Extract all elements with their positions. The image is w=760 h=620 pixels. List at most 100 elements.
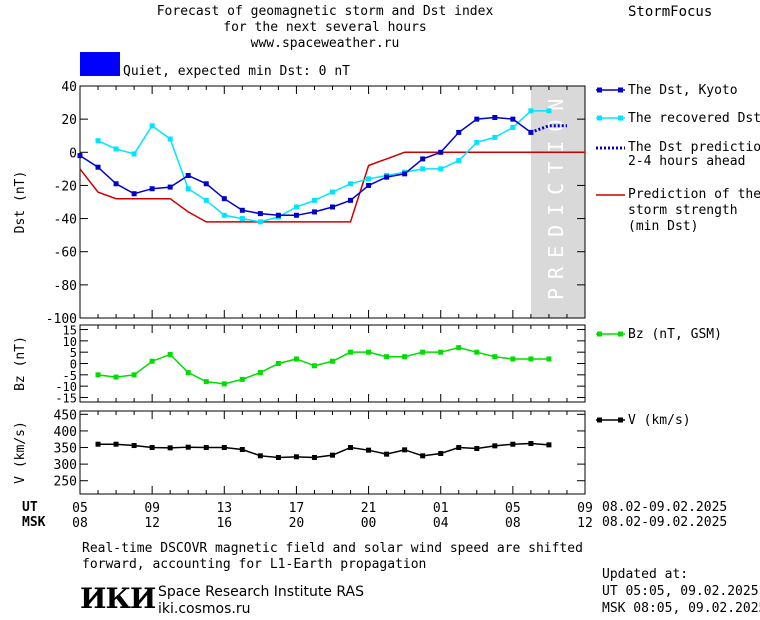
msk-date-range: 08.02-09.02.2025 xyxy=(602,515,728,530)
recovered-dst-point xyxy=(474,139,480,145)
v-point xyxy=(546,442,552,448)
bz-point xyxy=(384,354,390,360)
v-point xyxy=(167,445,173,451)
updated-ut: UT 05:05, 09.02.2025 xyxy=(602,584,759,599)
y-tick-label-bz: 5 xyxy=(70,346,77,360)
footer-note-line2: forward, accounting for L1-Earth propaga… xyxy=(82,557,427,572)
kyoto-dst-point xyxy=(311,209,317,215)
chart-title-line1: Forecast of geomagnetic storm and Dst in… xyxy=(156,4,494,19)
msk-tick-label: 20 xyxy=(289,516,305,531)
kyoto-dst-point xyxy=(131,191,137,197)
recovered-dst-point xyxy=(95,138,101,144)
status-text: Quiet, expected min Dst: 0 nT xyxy=(123,64,350,79)
recovered-dst-point xyxy=(420,166,426,172)
updated-msk: MSK 08:05, 09.02.2025 xyxy=(602,601,760,616)
legend-kyoto-swatch-marker xyxy=(597,87,602,93)
v-point xyxy=(293,454,299,460)
v-point xyxy=(149,445,155,451)
kyoto-dst-point xyxy=(474,116,480,122)
recovered-dst-point xyxy=(546,108,552,114)
legend-prediction-label-2: 2-4 hours ahead xyxy=(628,154,746,169)
recovered-dst-point xyxy=(510,124,516,130)
v-point xyxy=(384,451,390,457)
ut-tick-label: 17 xyxy=(289,501,305,516)
ut-tick-label: 13 xyxy=(216,501,232,516)
ut-tick-label: 05 xyxy=(72,501,88,516)
v-point xyxy=(239,447,245,453)
y-tick-label-dst: 0 xyxy=(69,146,77,161)
institute-name: Space Research Institute RAS xyxy=(158,584,364,600)
bz-point xyxy=(311,363,317,369)
msk-tick-label: 16 xyxy=(216,516,232,531)
y-tick-label-dst: -60 xyxy=(54,246,77,261)
legend-v-swatch-marker xyxy=(597,417,602,423)
ut-tick-label: 09 xyxy=(577,501,593,516)
kyoto-dst-point xyxy=(239,207,245,213)
legend-bz-swatch-marker xyxy=(618,331,623,337)
v-point xyxy=(474,446,480,452)
v-point xyxy=(366,447,372,453)
y-tick-label-v: 400 xyxy=(54,425,77,440)
recovered-dst-line xyxy=(97,110,549,223)
bz-point xyxy=(474,349,480,355)
recovered-dst-point xyxy=(330,189,335,195)
y-axis-label-v: V (km/s) xyxy=(13,421,28,484)
legend-storm-label-2: storm strength xyxy=(628,203,738,218)
y-tick-label-dst: -40 xyxy=(54,213,77,228)
bz-point xyxy=(528,356,534,362)
recovered-dst-point xyxy=(366,176,372,182)
bz-point xyxy=(402,354,408,360)
kyoto-dst-point xyxy=(510,116,516,122)
y-tick-label-bz: 0 xyxy=(70,358,77,372)
v-point xyxy=(95,441,101,447)
recovered-dst-point xyxy=(185,186,191,192)
kyoto-dst-point xyxy=(221,196,227,202)
legend-recovered-swatch-marker xyxy=(597,115,602,121)
recovered-dst-point xyxy=(293,204,299,210)
bz-point xyxy=(185,370,191,376)
y-tick-label-bz: 15 xyxy=(63,324,77,338)
kyoto-dst-line xyxy=(79,116,532,217)
institute-site-link[interactable]: iki.cosmos.ru xyxy=(158,601,251,617)
v-point xyxy=(510,441,516,447)
recovered-dst-point xyxy=(167,136,173,142)
kyoto-dst-point xyxy=(185,172,191,178)
y-tick-label-v: 300 xyxy=(54,458,77,473)
website-link[interactable]: www.spaceweather.ru xyxy=(250,36,400,51)
v-point xyxy=(330,452,335,458)
chart-title-line2: for the next several hours xyxy=(223,20,427,35)
footer-note-line1: Real-time DSCOVR magnetic field and sola… xyxy=(82,541,583,556)
y-tick-label-dst: -100 xyxy=(46,312,77,327)
bz-point xyxy=(420,349,426,355)
v-point xyxy=(456,445,462,451)
storm-prediction-line xyxy=(79,151,585,223)
legend-bz-label: Bz (nT, GSM) xyxy=(628,327,722,342)
bz-point xyxy=(293,356,299,362)
status-color-swatch xyxy=(80,52,120,76)
bz-point xyxy=(95,372,101,378)
kyoto-dst-point xyxy=(438,149,444,155)
y-tick-label-dst: -20 xyxy=(54,179,77,194)
y-tick-label-dst: 40 xyxy=(61,80,77,95)
v-point xyxy=(420,453,426,459)
bz-point xyxy=(330,358,335,364)
legend-recovered-label: The recovered Dst xyxy=(628,111,760,126)
kyoto-dst-point xyxy=(402,171,408,177)
recovered-dst-point xyxy=(257,219,263,225)
recovered-dst-point xyxy=(492,134,498,140)
updated-label: Updated at: xyxy=(602,567,689,582)
recovered-dst-point xyxy=(113,146,119,152)
v-point xyxy=(185,444,191,450)
bz-point xyxy=(546,356,552,362)
bz-point xyxy=(510,356,516,362)
bz-point xyxy=(131,372,137,378)
ut-tick-label: 01 xyxy=(433,501,449,516)
bz-line xyxy=(97,346,549,385)
kyoto-dst-point xyxy=(366,182,372,188)
v-point xyxy=(257,453,263,459)
recovered-dst-point xyxy=(528,108,534,114)
ut-tick-label: 09 xyxy=(144,501,160,516)
msk-axis-label: MSK xyxy=(22,515,46,530)
legend-v-swatch-marker xyxy=(618,417,623,423)
